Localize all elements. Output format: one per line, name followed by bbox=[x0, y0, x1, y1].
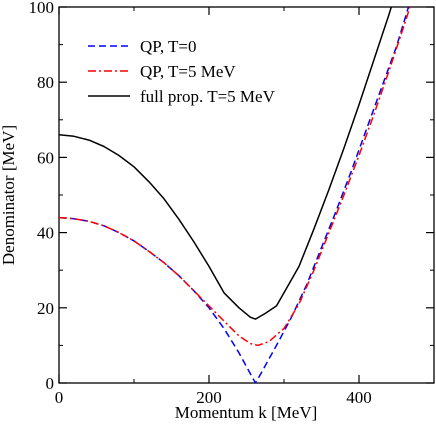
legend-label-2: full prop. T=5 MeV bbox=[140, 87, 276, 106]
x-tick-label: 200 bbox=[196, 388, 222, 407]
plot-frame bbox=[58, 6, 435, 384]
y-tick-label: 40 bbox=[37, 224, 54, 243]
legend: QP, T=0 QP, T=5 MeV full prop. T=5 MeV bbox=[88, 37, 276, 106]
axis-ticks: 0 200 400 0 20 40 60 80 100 bbox=[29, 0, 434, 407]
x-axis-title: Momentum k [MeV] bbox=[175, 403, 318, 422]
y-tick-label: 20 bbox=[37, 299, 54, 318]
y-tick-label: 80 bbox=[37, 73, 54, 92]
y-tick-label: 0 bbox=[46, 374, 55, 393]
series-line-2 bbox=[59, 7, 393, 320]
series-line-0 bbox=[59, 7, 410, 383]
y-tick-label: 60 bbox=[37, 148, 54, 167]
legend-label-1: QP, T=5 MeV bbox=[140, 62, 236, 81]
series-line-1 bbox=[59, 7, 411, 347]
y-axis-title: Denominator [MeV] bbox=[0, 125, 18, 265]
series-layer bbox=[59, 7, 411, 383]
x-tick-label: 400 bbox=[346, 388, 372, 407]
legend-label-0: QP, T=0 bbox=[140, 37, 197, 56]
x-tick-label: 0 bbox=[55, 388, 64, 407]
y-tick-label: 100 bbox=[29, 0, 55, 17]
